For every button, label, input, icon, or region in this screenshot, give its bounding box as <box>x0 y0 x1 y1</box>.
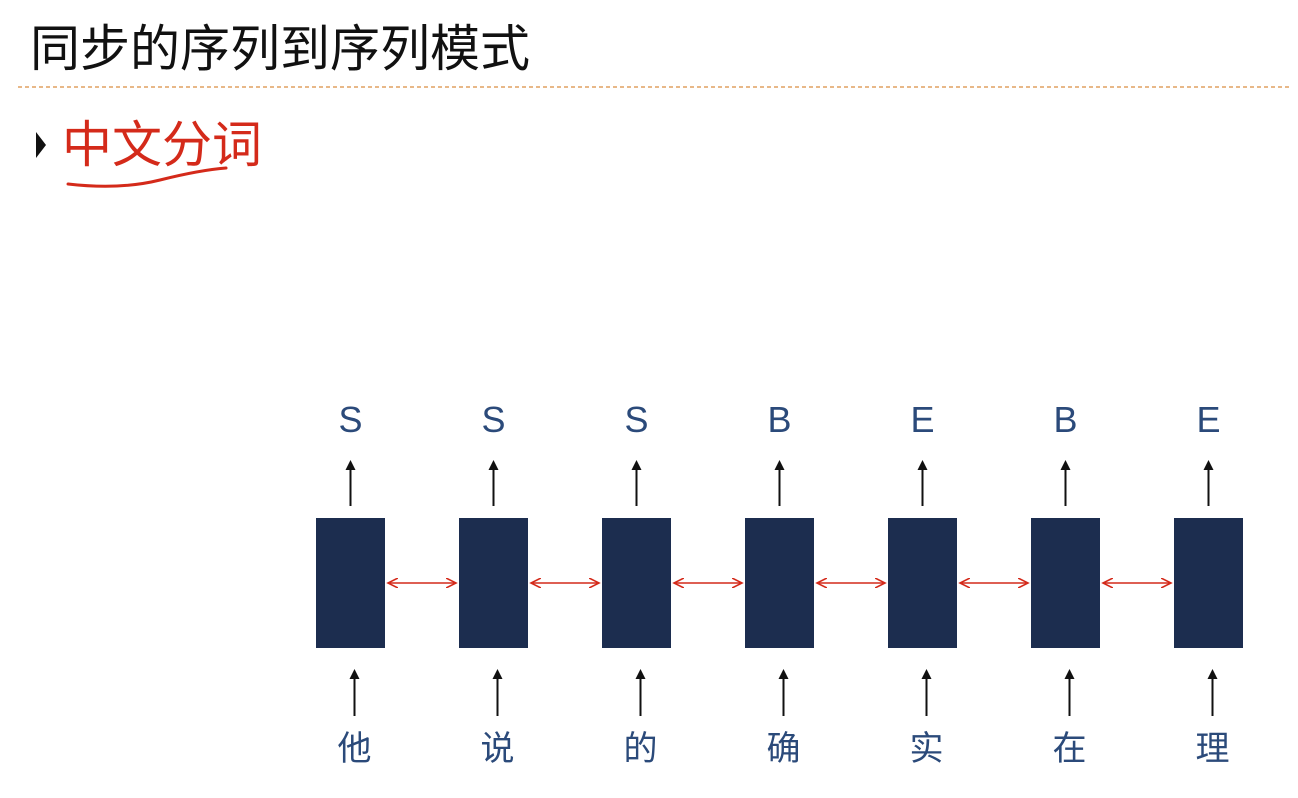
output-label: S <box>481 399 505 440</box>
input-label: 确 <box>767 729 801 769</box>
output-label: E <box>910 399 934 440</box>
rnn-cell <box>602 518 671 648</box>
handwritten-underline <box>66 166 228 188</box>
rnn-cell <box>459 518 528 648</box>
rnn-cell <box>888 518 957 648</box>
input-label: 在 <box>1053 729 1087 769</box>
output-label: S <box>338 399 362 440</box>
input-label: 的 <box>624 729 658 769</box>
output-label: E <box>1196 399 1220 440</box>
rnn-cell <box>745 518 814 648</box>
output-label: B <box>1053 399 1077 440</box>
rnn-cell <box>316 518 385 648</box>
output-label: S <box>624 399 648 440</box>
bullet-marker <box>36 132 46 158</box>
slide-title: 同步的序列到序列模式 <box>30 20 530 78</box>
input-label: 他 <box>338 729 372 769</box>
input-label: 实 <box>910 729 944 769</box>
output-label: B <box>767 399 791 440</box>
rnn-diagram: S 他 S 说 S 的 B 确 E 实 B 在 E 理 <box>316 399 1243 769</box>
input-label: 理 <box>1196 729 1230 769</box>
input-label: 说 <box>481 729 515 769</box>
rnn-cell <box>1174 518 1243 648</box>
bullet-text: 中文分词 <box>62 116 262 174</box>
rnn-cell <box>1031 518 1100 648</box>
